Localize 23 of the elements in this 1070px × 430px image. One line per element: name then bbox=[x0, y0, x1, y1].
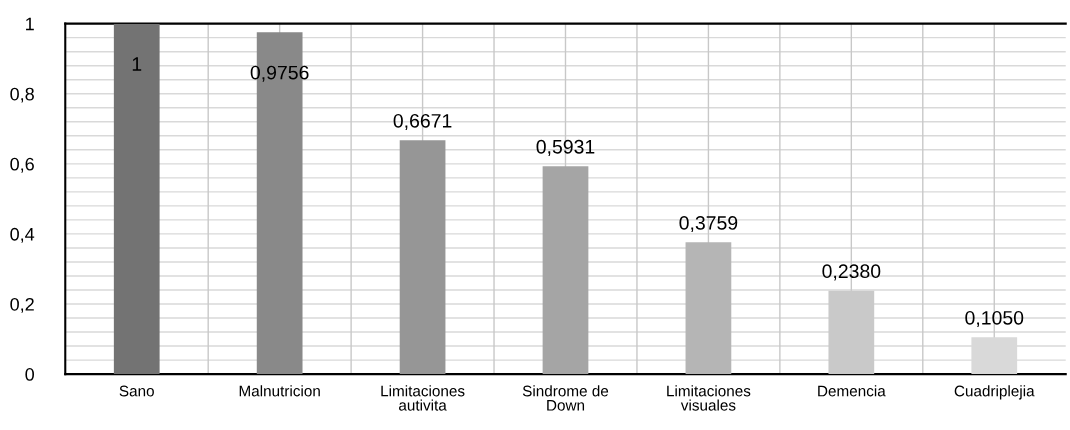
y-tick-label: 0,6 bbox=[10, 157, 34, 173]
data-label: 0,2380 bbox=[822, 264, 881, 281]
y-tick-label: 0,8 bbox=[10, 87, 34, 103]
y-tick-label: 0,4 bbox=[10, 227, 35, 243]
x-tick-label: Malnutricion bbox=[239, 385, 320, 397]
y-tick-label: 1 bbox=[26, 17, 34, 31]
data-label: 1 bbox=[132, 57, 142, 71]
bar bbox=[685, 242, 732, 375]
x-tick-label: Demencia bbox=[818, 385, 886, 397]
data-label: 0,3759 bbox=[679, 215, 738, 233]
x-tick-label: Sano bbox=[119, 385, 154, 397]
bar bbox=[113, 23, 160, 375]
data-label: 0,5931 bbox=[536, 139, 595, 156]
y-tick-label: 0 bbox=[25, 368, 35, 381]
y-tick-label: 0,2 bbox=[10, 297, 34, 313]
x-tick-label: Cuadriplejia bbox=[954, 385, 1035, 400]
data-label: 0,1050 bbox=[965, 310, 1024, 327]
x-tick-label: Limitaciones visuales bbox=[667, 385, 751, 411]
bar bbox=[399, 140, 446, 375]
x-tick-label: Limitaciones autivita bbox=[381, 385, 465, 411]
x-tick-label: Sindrome de Down bbox=[522, 385, 609, 411]
data-label: 0,6671 bbox=[393, 113, 452, 131]
bar bbox=[542, 166, 589, 375]
